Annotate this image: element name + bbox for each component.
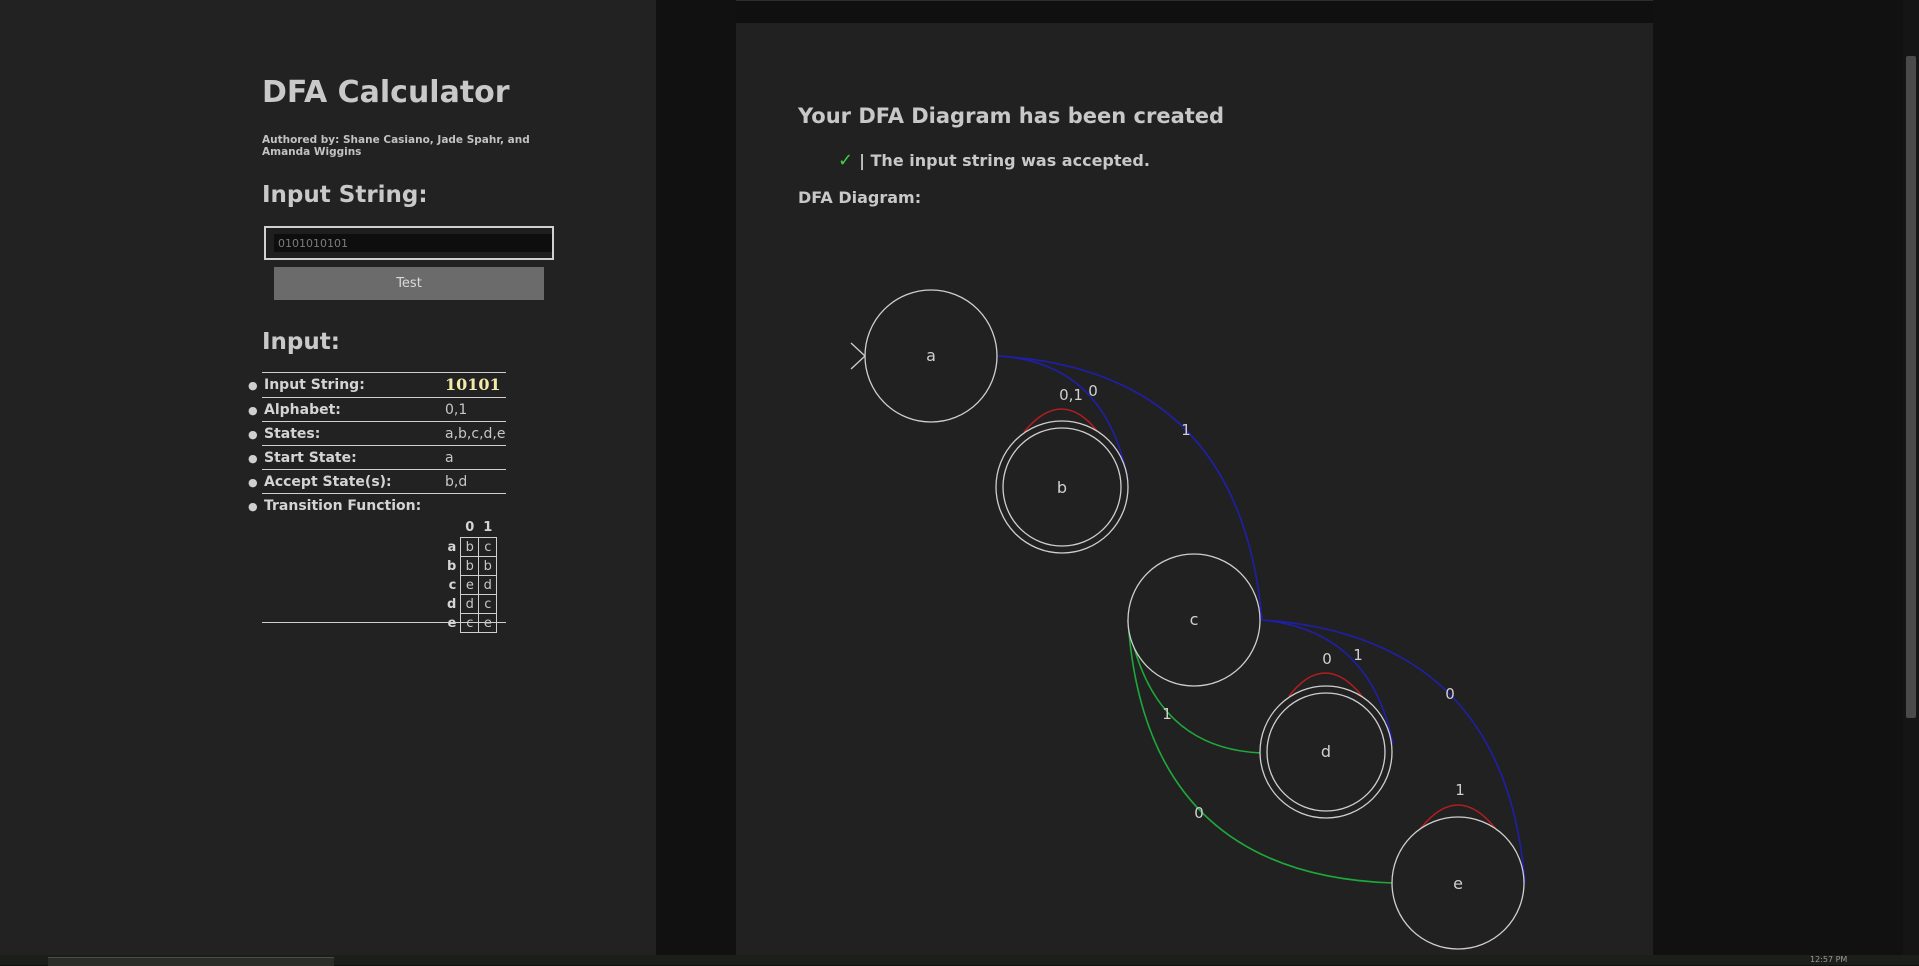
- input-string-box: [264, 226, 554, 260]
- window-top-border: [0, 0, 1919, 1]
- transition-table: 0 1 a b c b b b c: [444, 518, 498, 633]
- input-summary-heading: Input:: [262, 329, 340, 355]
- scrollbar-thumb[interactable]: [1906, 56, 1916, 718]
- bullet-icon: ●: [248, 476, 258, 489]
- result-panel: [736, 23, 1653, 955]
- list-item: ● Start State: a: [248, 445, 506, 470]
- info-label: Start State:: [264, 450, 357, 466]
- state-label: a: [926, 346, 936, 365]
- state-header: d: [447, 596, 457, 612]
- edge-label-e-loop: 1: [1455, 781, 1465, 799]
- edge-label-d-loop: 0: [1322, 650, 1332, 668]
- state-label: d: [1321, 742, 1331, 761]
- app-title: DFA Calculator: [262, 75, 510, 110]
- bullet-icon: ●: [248, 404, 258, 417]
- edge-label-c-e: 0: [1445, 685, 1455, 703]
- info-value: 10101: [445, 375, 501, 394]
- check-icon: ✓: [838, 150, 854, 171]
- result-heading: Your DFA Diagram has been created: [798, 104, 1225, 128]
- info-label: Accept State(s):: [264, 474, 392, 490]
- info-label: States:: [264, 426, 321, 442]
- diagram-label: DFA Diagram:: [798, 188, 922, 207]
- info-label: Transition Function:: [264, 498, 422, 514]
- list-item: ● Transition Function: 0 1 a b c: [248, 493, 506, 633]
- state-header: b: [447, 558, 457, 574]
- page-scrollbar[interactable]: [1903, 0, 1919, 955]
- self-loop-e: [1420, 804, 1496, 829]
- table-cell: e: [478, 613, 498, 633]
- table-header-row: 0 1: [444, 518, 497, 538]
- authors-credit: Authored by: Shane Casiano, Jade Spahr, …: [262, 134, 530, 158]
- bullet-icon: ●: [248, 500, 258, 513]
- info-label: Input String:: [264, 377, 365, 393]
- state-e: e: [1391, 816, 1525, 950]
- state-header: a: [447, 539, 457, 555]
- edge-label-c-d: 1: [1353, 646, 1363, 664]
- edge-label-b-loop: 0,1: [1059, 386, 1083, 404]
- symbol-header: 0: [465, 520, 475, 535]
- state-label: e: [1453, 874, 1463, 893]
- test-button[interactable]: Test: [274, 267, 544, 300]
- table-row: e c e: [444, 613, 498, 633]
- symbol-header: 1: [483, 520, 493, 535]
- gutter: [656, 0, 736, 955]
- info-label: Alphabet:: [264, 402, 341, 418]
- list-item: ● Alphabet: 0,1: [248, 397, 506, 422]
- info-value: b,d: [445, 474, 468, 490]
- state-label: b: [1057, 478, 1067, 497]
- taskbar-clock: 12:57 PM: [1810, 955, 1848, 964]
- table-row: a b c: [444, 537, 498, 557]
- result-message: ✓ | The input string was accepted.: [838, 150, 1150, 171]
- list-item: ● Accept State(s): b,d: [248, 469, 506, 494]
- info-value: 0,1: [445, 402, 468, 418]
- input-string-heading: Input String:: [262, 182, 428, 208]
- input-panel: DFA Calculator Authored by: Shane Casian…: [0, 0, 656, 955]
- bullet-icon: ●: [248, 452, 258, 465]
- bullet-icon: ●: [248, 428, 258, 441]
- state-d: d: [1259, 685, 1393, 819]
- start-arrow-icon: [850, 342, 866, 370]
- bullet-icon: ●: [248, 379, 258, 392]
- result-text: | The input string was accepted.: [859, 151, 1150, 170]
- info-value: a: [445, 450, 454, 466]
- state-b: b: [995, 420, 1129, 554]
- self-loop-d: [1288, 672, 1363, 697]
- state-a: a: [864, 289, 998, 423]
- table-row: d d c: [444, 594, 498, 614]
- edge-label-a-c: 1: [1181, 421, 1191, 439]
- edge-label-a-b: 0: [1088, 382, 1098, 400]
- state-c: c: [1127, 553, 1261, 687]
- info-value: a,b,c,d,e: [445, 426, 506, 442]
- edge-label-d-c: 1: [1162, 705, 1172, 723]
- edge-c-d: [1261, 619, 1394, 745]
- list-bottom-rule: [262, 622, 506, 623]
- list-item: ● Input String: 10101: [248, 372, 506, 397]
- self-loop-b: [1023, 408, 1099, 433]
- input-string-field[interactable]: [274, 234, 552, 252]
- list-item: ● States: a,b,c,d,e: [248, 421, 506, 446]
- right-margin: [1653, 0, 1903, 955]
- state-label: c: [1190, 610, 1199, 629]
- edge-a-c: [997, 355, 1263, 621]
- edge-e-c: [1127, 619, 1394, 884]
- edge-label-e-c: 0: [1194, 804, 1204, 822]
- taskbar-window-button[interactable]: [48, 957, 334, 966]
- taskbar: 12:57 PM: [0, 955, 1919, 966]
- edge-c-e: [1261, 619, 1526, 884]
- state-header: e: [447, 615, 457, 631]
- state-header: c: [448, 577, 457, 593]
- edge-a-b: [997, 355, 1129, 481]
